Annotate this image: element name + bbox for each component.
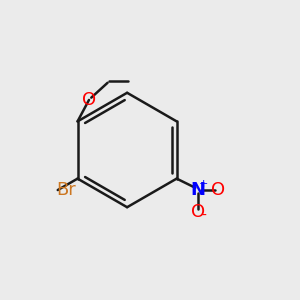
- Text: Br: Br: [56, 181, 76, 199]
- Text: O: O: [211, 181, 225, 199]
- Text: N: N: [190, 181, 206, 199]
- Text: O: O: [82, 91, 96, 109]
- Text: -: -: [201, 209, 206, 223]
- Text: O: O: [191, 202, 205, 220]
- Text: +: +: [199, 179, 208, 189]
